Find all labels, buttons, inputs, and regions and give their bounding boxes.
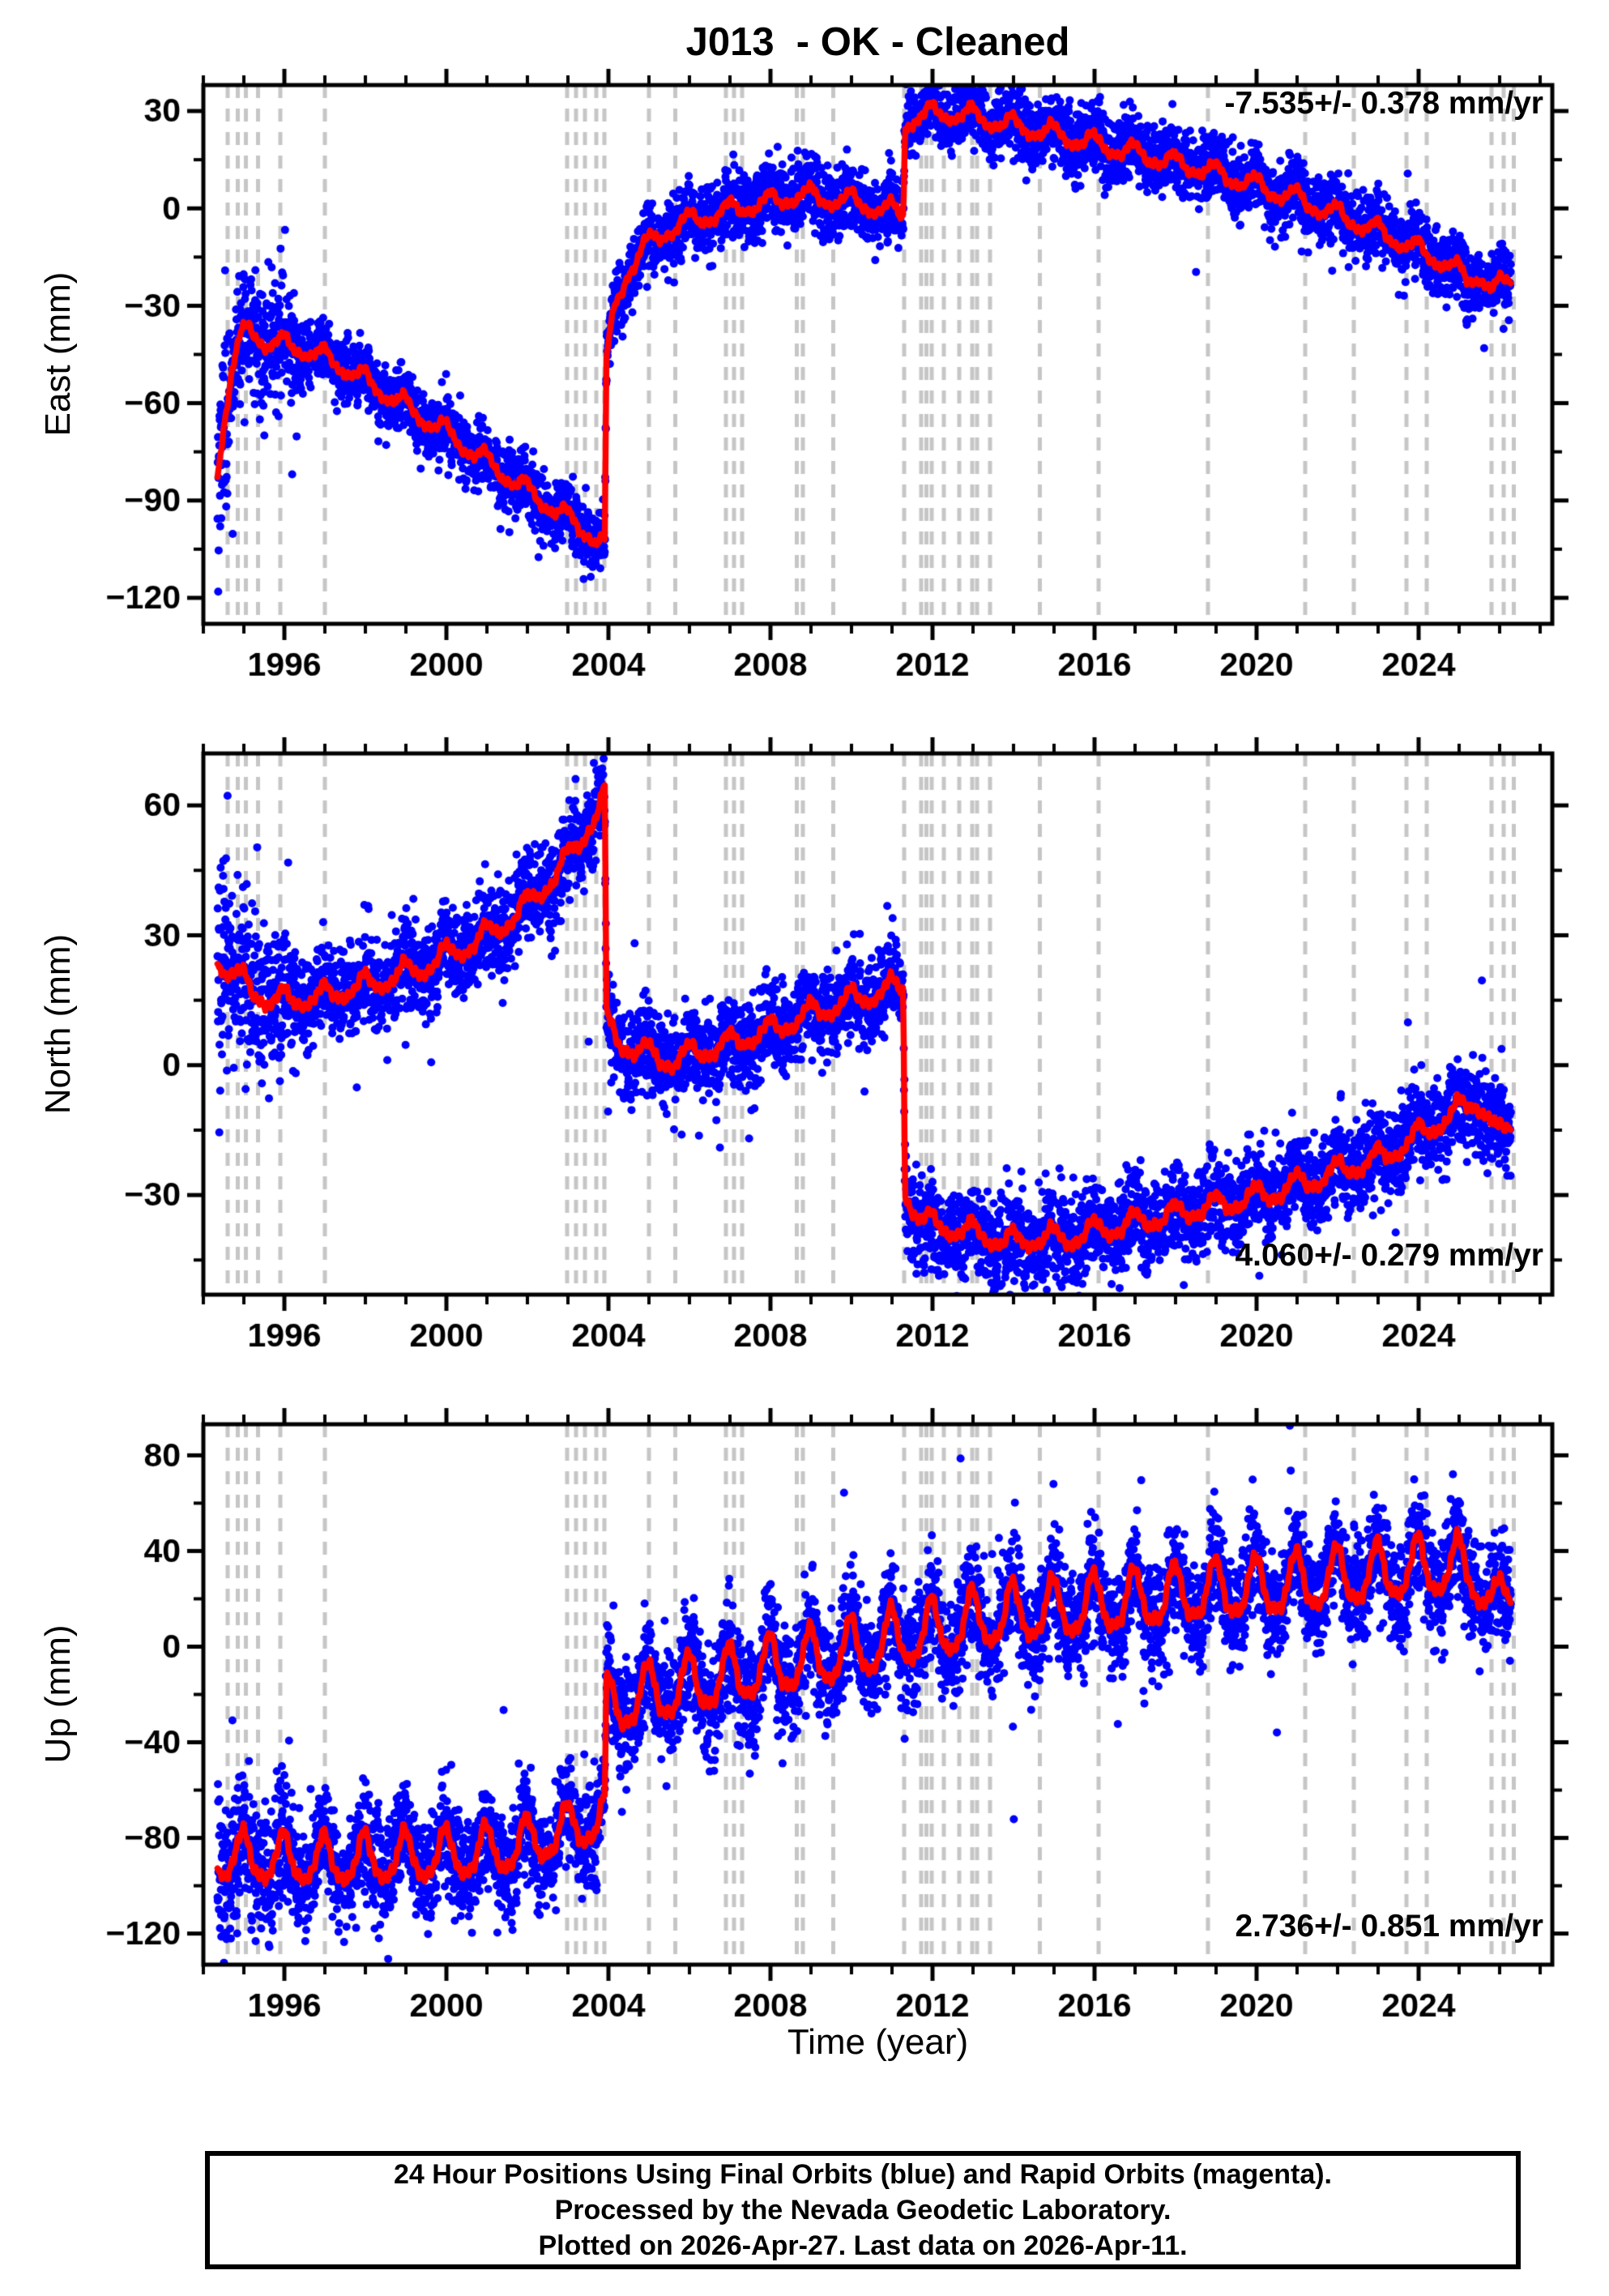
page-title: J013 - OK - Cleaned — [685, 20, 1070, 64]
rate-annotation-east: -7.535+/- 0.378 mm/yr — [1224, 86, 1543, 121]
y-axis-label-up: Up (mm) — [38, 1624, 78, 1764]
rate-annotation-north: 4.060+/- 0.279 mm/yr — [1235, 1238, 1543, 1273]
footer-line-plotted: Plotted on 2026-Apr-27. Last data on 202… — [538, 2230, 1188, 2261]
x-axis-label: Time (year) — [787, 2022, 969, 2062]
footer-line-orbits: 24 Hour Positions Using Final Orbits (bl… — [394, 2159, 1332, 2190]
footer-line-processed: Processed by the Nevada Geodetic Laborat… — [554, 2195, 1172, 2226]
rate-annotation-up: 2.736+/- 0.851 mm/yr — [1235, 1909, 1543, 1944]
footer-box: 24 Hour Positions Using Final Orbits (bl… — [205, 2151, 1521, 2269]
y-axis-label-east: East (mm) — [38, 271, 78, 437]
y-axis-label-north: North (mm) — [38, 933, 78, 1115]
